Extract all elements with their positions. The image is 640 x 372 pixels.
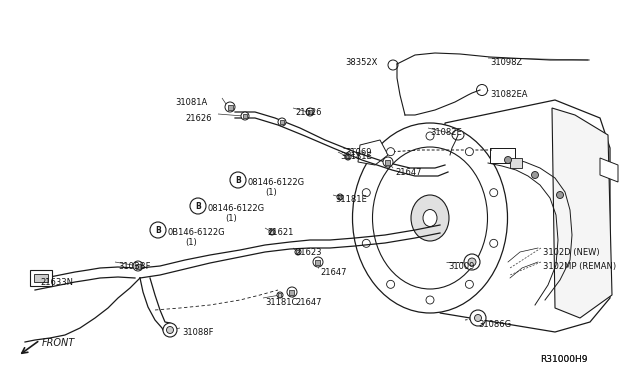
Text: 31086G: 31086G xyxy=(478,320,511,329)
Circle shape xyxy=(477,84,488,96)
Bar xyxy=(308,110,312,114)
Ellipse shape xyxy=(353,123,508,313)
Bar xyxy=(296,250,300,254)
Text: 21621: 21621 xyxy=(267,228,293,237)
Circle shape xyxy=(345,154,351,160)
Text: B: B xyxy=(155,225,161,234)
Text: 21633N: 21633N xyxy=(40,278,73,287)
Circle shape xyxy=(383,157,393,167)
Text: 31181E: 31181E xyxy=(340,152,372,161)
Text: 21626: 21626 xyxy=(295,108,321,117)
Bar xyxy=(346,155,349,159)
Text: R31000H9: R31000H9 xyxy=(540,355,588,364)
Text: 31181C: 31181C xyxy=(265,298,298,307)
Bar xyxy=(385,160,390,164)
Circle shape xyxy=(426,296,434,304)
Circle shape xyxy=(337,194,343,200)
Ellipse shape xyxy=(423,209,437,227)
Bar xyxy=(136,263,141,269)
Circle shape xyxy=(277,292,283,298)
Circle shape xyxy=(387,148,395,155)
Text: 31181E: 31181E xyxy=(335,195,367,204)
Circle shape xyxy=(465,148,474,155)
Text: B: B xyxy=(195,202,201,211)
Circle shape xyxy=(163,323,177,337)
Circle shape xyxy=(225,102,235,112)
Circle shape xyxy=(150,222,166,238)
Circle shape xyxy=(470,310,486,326)
Circle shape xyxy=(287,287,297,297)
Circle shape xyxy=(504,157,511,164)
Text: 31082EA: 31082EA xyxy=(490,90,527,99)
Text: 08146-6122G: 08146-6122G xyxy=(248,178,305,187)
Circle shape xyxy=(387,280,395,288)
Bar xyxy=(316,260,321,264)
Polygon shape xyxy=(552,108,612,318)
Text: 21647: 21647 xyxy=(320,268,346,277)
Text: (1): (1) xyxy=(225,214,237,223)
Text: 21623: 21623 xyxy=(295,248,321,257)
Bar xyxy=(510,158,522,168)
Ellipse shape xyxy=(372,147,488,289)
Circle shape xyxy=(241,112,249,120)
Bar xyxy=(34,274,48,282)
Text: 310BBF: 310BBF xyxy=(118,262,150,271)
Polygon shape xyxy=(358,140,388,165)
Text: 3102D (NEW): 3102D (NEW) xyxy=(543,248,600,257)
Polygon shape xyxy=(490,148,515,163)
Ellipse shape xyxy=(411,195,449,241)
Circle shape xyxy=(362,239,371,247)
Text: B: B xyxy=(235,176,241,185)
Text: 31088F: 31088F xyxy=(182,328,214,337)
Circle shape xyxy=(388,60,398,70)
Text: 31081A: 31081A xyxy=(175,98,207,107)
Circle shape xyxy=(278,118,286,126)
Bar xyxy=(243,114,247,118)
Circle shape xyxy=(306,108,314,116)
Bar xyxy=(280,120,284,124)
Circle shape xyxy=(269,229,275,235)
Circle shape xyxy=(474,314,481,321)
Bar xyxy=(339,195,342,199)
Text: R31000H9: R31000H9 xyxy=(540,355,588,364)
Polygon shape xyxy=(440,100,610,332)
Bar xyxy=(271,230,273,234)
Circle shape xyxy=(362,189,371,197)
Text: 08146-6122G: 08146-6122G xyxy=(208,204,265,213)
Circle shape xyxy=(190,198,206,214)
Text: 0B146-6122G: 0B146-6122G xyxy=(168,228,226,237)
Circle shape xyxy=(465,280,474,288)
Text: 31069: 31069 xyxy=(345,148,371,157)
Text: 21626: 21626 xyxy=(185,114,211,123)
Text: 31098Z: 31098Z xyxy=(490,58,522,67)
Text: 31009: 31009 xyxy=(448,262,474,271)
Bar xyxy=(227,105,232,109)
Circle shape xyxy=(166,327,173,334)
Circle shape xyxy=(531,171,538,179)
Circle shape xyxy=(230,172,246,188)
Text: 21647: 21647 xyxy=(295,298,321,307)
Circle shape xyxy=(490,239,498,247)
Text: 21647: 21647 xyxy=(395,168,422,177)
Text: (1): (1) xyxy=(185,238,196,247)
Circle shape xyxy=(426,132,434,140)
Circle shape xyxy=(468,258,476,266)
Bar xyxy=(278,293,282,297)
Text: 38352X: 38352X xyxy=(345,58,378,67)
Polygon shape xyxy=(600,158,618,182)
Bar xyxy=(490,148,515,163)
Circle shape xyxy=(490,189,498,197)
Circle shape xyxy=(295,249,301,255)
Text: FRONT: FRONT xyxy=(42,338,76,348)
Text: 3102MP (REMAN): 3102MP (REMAN) xyxy=(543,262,616,271)
Circle shape xyxy=(133,261,143,271)
Circle shape xyxy=(464,254,480,270)
Circle shape xyxy=(557,192,563,199)
Circle shape xyxy=(313,257,323,267)
Ellipse shape xyxy=(452,130,464,140)
Text: 31082E: 31082E xyxy=(430,128,461,137)
Bar xyxy=(289,289,294,295)
Text: (1): (1) xyxy=(265,188,276,197)
Bar xyxy=(30,270,52,286)
